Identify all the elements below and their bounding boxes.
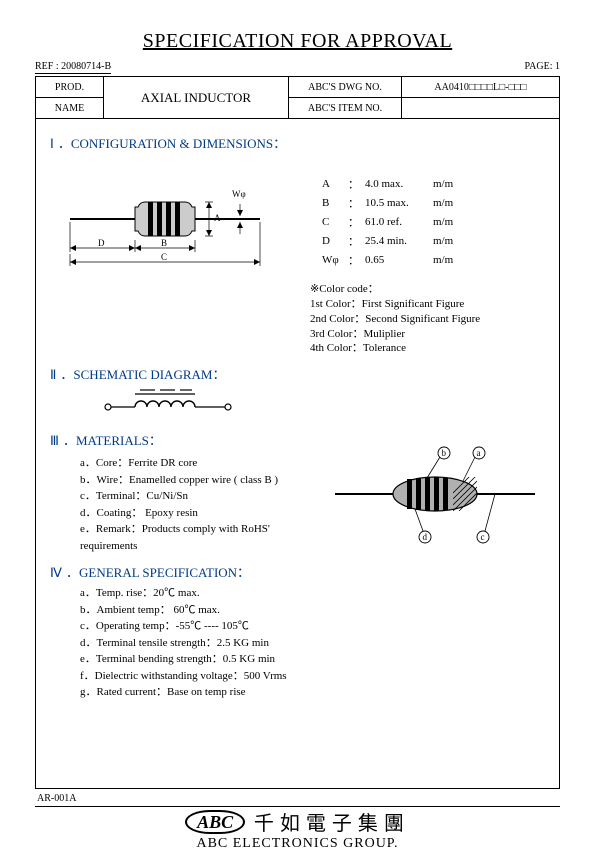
general-spec-list: a．Temp. rise：20℃ max. b．Ambient temp： 60…: [80, 585, 545, 701]
product-name: AXIAL INDUCTOR: [104, 77, 289, 119]
part-number: AA0410□□□□L□-□□□: [402, 77, 560, 98]
svg-text:d: d: [423, 532, 428, 542]
ref-number: REF : 20080714-B: [35, 61, 111, 74]
svg-text:A: A: [214, 213, 221, 223]
company-name-en: ABC ELECTRONICS GROUP.: [35, 836, 560, 852]
prod-label: PROD.: [36, 77, 104, 98]
svg-text:C: C: [161, 252, 167, 262]
sec1-heading: Ⅰ．CONFIGURATION & DIMENSIONS：: [50, 133, 545, 152]
schematic-diagram: [100, 387, 545, 422]
itemno-label: ABC'S ITEM NO.: [289, 98, 402, 119]
svg-text:B: B: [161, 238, 167, 248]
svg-text:D: D: [98, 238, 105, 248]
company-cjk: 千如電子集團: [254, 813, 410, 835]
company-logo: ABC: [185, 810, 245, 834]
footer: AR-001A ABC 千如電子集團 ABC ELECTRONICS GROUP…: [35, 793, 560, 852]
config-diagram: A Wφ B D: [60, 174, 280, 274]
dimension-table: A：4.0 max.m/m B：10.5 max.m/m C：61.0 ref.…: [320, 174, 479, 271]
form-number: AR-001A: [37, 793, 560, 804]
svg-text:a: a: [477, 448, 481, 458]
main-content: Ⅰ．CONFIGURATION & DIMENSIONS：: [35, 119, 560, 789]
materials-diagram: b a d c: [325, 439, 545, 552]
name-label: NAME: [36, 98, 104, 119]
svg-text:b: b: [442, 448, 447, 458]
svg-text:c: c: [481, 532, 485, 542]
item-number: [402, 98, 560, 119]
sec2-heading: Ⅱ．SCHEMATIC DIAGRAM：: [50, 364, 545, 383]
svg-text:Wφ: Wφ: [232, 189, 246, 199]
page-number: PAGE: 1: [525, 61, 560, 74]
doc-title: SPECIFICATION FOR APPROVAL: [35, 30, 560, 53]
dwgno-label: ABC'S DWG NO.: [289, 77, 402, 98]
materials-list: a．Core：Ferrite DR core b．Wire：Enamelled …: [80, 455, 315, 554]
color-code-note: ※Color code： 1st Color：First Significant…: [310, 282, 545, 356]
header-table: PROD. AXIAL INDUCTOR ABC'S DWG NO. AA041…: [35, 76, 560, 119]
sec4-heading: Ⅳ．GENERAL SPECIFICATION：: [50, 562, 545, 581]
